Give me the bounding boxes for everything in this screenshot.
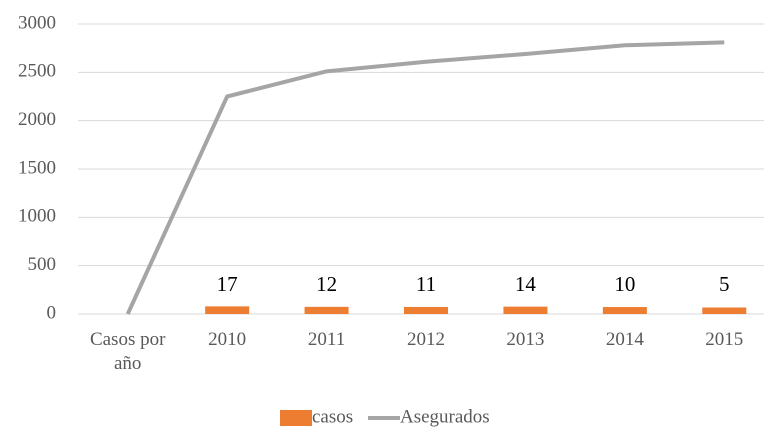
x-tick-label: 2015: [705, 329, 744, 350]
bar: [205, 306, 250, 314]
data-label: 10: [614, 272, 635, 296]
x-tick-label: 2011: [307, 329, 346, 350]
bar: [702, 307, 747, 314]
data-label: 14: [515, 272, 537, 296]
y-tick-label: 2500: [18, 61, 56, 82]
bar: [602, 307, 647, 314]
x-tick-label: Casos por año: [89, 329, 166, 374]
data-label: 17: [217, 272, 238, 296]
legend-label: casos: [312, 406, 353, 427]
x-tick-label: 2013: [506, 329, 545, 350]
legend-label: Asegurados: [400, 406, 490, 427]
legend-swatch: [280, 410, 312, 426]
data-label: 5: [719, 272, 730, 296]
y-tick-label: 3000: [18, 12, 56, 33]
data-label: 12: [316, 272, 337, 296]
y-tick-label: 500: [28, 254, 57, 275]
line: [125, 40, 725, 315]
y-tick-label: 2000: [18, 109, 56, 130]
y-tick-label: 0: [47, 302, 57, 323]
y-tick-label: 1000: [18, 206, 56, 227]
bar: [503, 306, 548, 315]
bar: [304, 306, 349, 314]
data-label: 11: [416, 272, 436, 296]
bar: [404, 306, 448, 315]
y-tick-label: 1500: [18, 157, 56, 178]
x-tick-label: 2012: [407, 329, 445, 350]
x-tick-label: 2014: [605, 329, 644, 350]
x-tick-label: 2010: [208, 329, 247, 350]
